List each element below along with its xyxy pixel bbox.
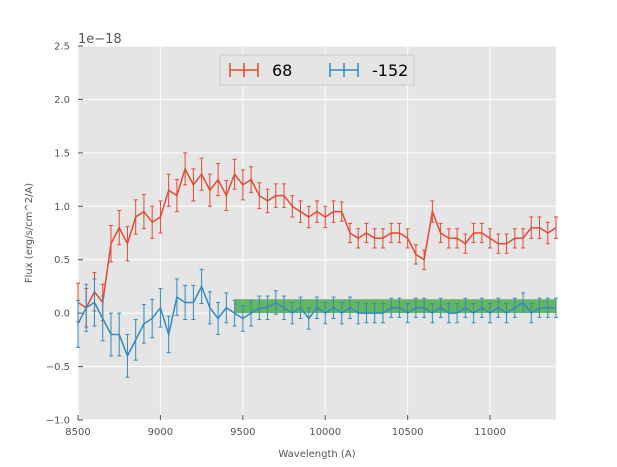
series-1 xyxy=(76,268,558,378)
x-tick-label: 9500 xyxy=(230,427,255,438)
x-tick-label: 11000 xyxy=(474,427,506,438)
series-line xyxy=(77,284,556,358)
y-tick-label: −0.5 xyxy=(46,362,70,373)
x-tick-label: 8500 xyxy=(65,427,90,438)
legend-items: 68 -152 xyxy=(229,61,408,80)
y-tick-label: 0.0 xyxy=(54,309,70,320)
series-line xyxy=(77,166,557,309)
y-tick-label: 1.0 xyxy=(54,202,70,213)
x-tick-label: 10500 xyxy=(392,427,424,438)
legend-label: -152 xyxy=(372,61,408,80)
y-tick-label: 1.5 xyxy=(54,148,70,159)
series-0 xyxy=(76,152,558,328)
legend: 68 -152 xyxy=(219,54,415,86)
y-tick-label: −1.0 xyxy=(46,416,70,427)
y-offset-label: 1e−18 xyxy=(78,32,122,47)
series-layer xyxy=(76,152,558,378)
y-axis-label: Flux (erg/s/cm^2/A) xyxy=(24,183,35,283)
x-tick-label: 10000 xyxy=(309,427,341,438)
ticks: 8500 9000 9500 10000 10500 11000 −1.0 −0.5 0.0 0.… xyxy=(46,42,506,439)
y-tick-label: 2.5 xyxy=(54,42,70,53)
y-tick-label: 2.0 xyxy=(54,95,70,106)
plot-area xyxy=(78,46,556,420)
y-tick-label: 0.5 xyxy=(54,255,70,266)
legend-label: 68 xyxy=(272,61,292,80)
x-axis-label: Wavelength (A) xyxy=(278,449,355,460)
x-tick-label: 9000 xyxy=(148,427,173,438)
